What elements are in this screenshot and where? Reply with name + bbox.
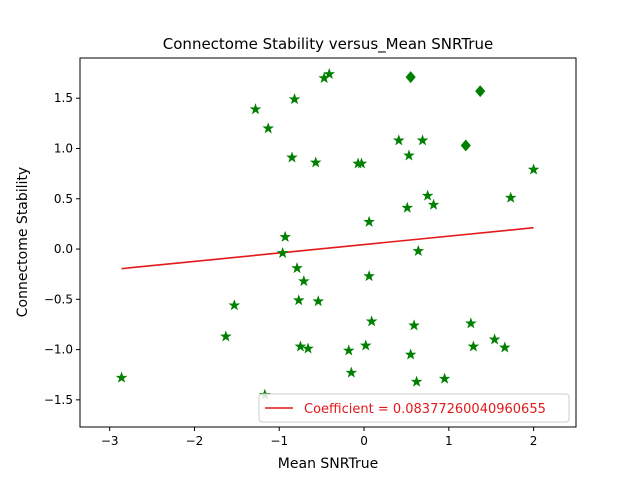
data-point-star-4 <box>262 122 275 134</box>
x-axis-label: Mean SNRTrue <box>278 456 378 472</box>
y-tick-label-2: −0.5 <box>44 292 73 306</box>
data-point-star-18 <box>323 67 336 80</box>
data-point-star-41 <box>498 341 511 353</box>
fit-line <box>121 226 534 270</box>
y-tick-label-4: 0.5 <box>54 192 73 206</box>
data-point-star-1 <box>220 330 232 342</box>
chart-title: Connectome Stability versus_Mean SNRTrue <box>163 35 493 54</box>
data-point-star-32 <box>410 375 423 387</box>
x-tick-label-4: 1 <box>445 434 453 448</box>
data-point-star-36 <box>427 198 440 210</box>
data-point-star-39 <box>467 340 480 352</box>
x-tick-label-1: −2 <box>186 434 204 448</box>
x-tick-label-0: −3 <box>101 434 119 448</box>
data-point-star-29 <box>403 149 415 161</box>
data-point-star-35 <box>421 189 434 201</box>
y-tick-label-6: 1.5 <box>54 91 73 105</box>
data-point-star-31 <box>408 319 420 331</box>
x-tick-label-5: 2 <box>530 434 538 448</box>
legend-entry-coefficient: Coefficient = 0.08377260040960655 <box>304 402 546 417</box>
data-point-diamond-1 <box>475 85 486 98</box>
y-tick-label-3: 0.0 <box>54 242 73 256</box>
legend: Coefficient = 0.08377260040960655 <box>258 393 570 423</box>
data-point-star-9 <box>288 93 301 105</box>
data-point-star-2 <box>228 299 241 311</box>
data-point-star-38 <box>465 317 477 329</box>
data-point-diamond-2 <box>460 139 471 152</box>
data-point-star-6 <box>279 230 291 242</box>
data-point-star-10 <box>291 262 303 274</box>
y-tick-label-0: −1.5 <box>44 393 73 407</box>
data-point-star-37 <box>438 372 451 384</box>
data-point-star-25 <box>363 270 375 282</box>
axes-frame <box>79 57 577 428</box>
data-point-star-40 <box>488 333 501 345</box>
x-axis-ticks: −3 −2 −1 0 1 2 <box>101 427 538 448</box>
data-point-star-12 <box>294 340 307 352</box>
data-point-star-0 <box>115 371 128 383</box>
data-point-star-11 <box>292 294 305 306</box>
data-point-star-34 <box>416 134 429 146</box>
data-point-star-42 <box>504 191 517 203</box>
x-tick-label-3: 0 <box>360 434 368 448</box>
data-point-star-23 <box>359 339 372 351</box>
data-point-star-24 <box>363 215 375 227</box>
data-point-star-15 <box>309 156 322 168</box>
data-point-star-22 <box>355 157 368 169</box>
data-point-star-16 <box>312 295 325 307</box>
data-point-star-14 <box>302 342 314 354</box>
y-axis-ticks: −1.5 −1.0 −0.5 0.0 0.5 1.0 1.5 <box>44 91 80 407</box>
data-point-diamond-0 <box>405 71 416 84</box>
data-point-star-3 <box>249 103 262 115</box>
y-tick-label-1: −1.0 <box>44 343 73 357</box>
data-point-star-30 <box>404 348 417 360</box>
x-tick-label-2: −1 <box>270 434 288 448</box>
legend-box <box>258 393 570 423</box>
data-point-star-43 <box>527 163 540 175</box>
data-point-star-8 <box>286 151 298 163</box>
plot-area <box>115 67 540 400</box>
y-axis-label: Connectome Stability <box>15 167 31 317</box>
data-point-star-26 <box>365 315 378 327</box>
data-point-star-19 <box>342 344 355 356</box>
data-point-star-7 <box>276 246 289 258</box>
data-point-star-27 <box>392 134 405 146</box>
data-point-star-13 <box>298 275 310 287</box>
data-point-star-28 <box>401 201 414 213</box>
y-tick-label-5: 1.0 <box>54 141 73 155</box>
data-point-star-33 <box>412 244 425 256</box>
data-point-star-20 <box>345 366 358 378</box>
